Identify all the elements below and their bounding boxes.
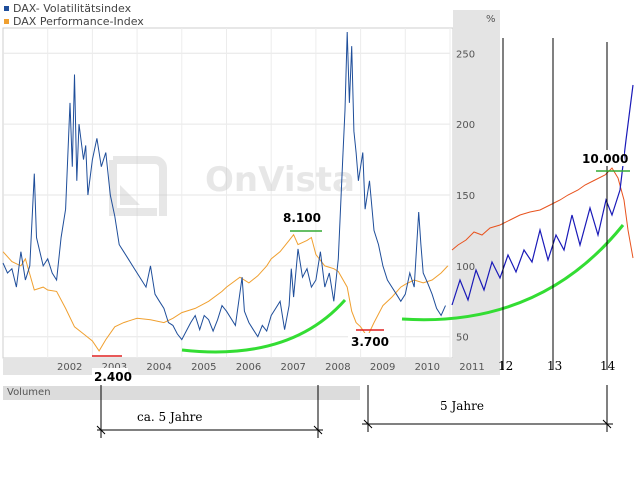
low-2003-label-bg xyxy=(92,368,128,384)
target-label-bg xyxy=(580,150,624,166)
extension-tick-14: 14 xyxy=(600,359,616,373)
low-2003-label: 2.400 xyxy=(94,370,132,384)
y-tick-label: 150 xyxy=(456,191,475,202)
x-tick-label: 2009 xyxy=(370,362,395,373)
x-tick-labels: 2002 2003 2004 2005 2006 2007 2008 2009 2010 2011 xyxy=(57,362,485,373)
legend-swatch-dax xyxy=(4,19,9,24)
low-2009-label: 3.700 xyxy=(351,335,389,349)
trend-arc-left xyxy=(181,299,347,354)
extension-tick-13: 13 xyxy=(547,359,562,373)
series-layer xyxy=(2,31,449,352)
x-tick-label: 2010 xyxy=(415,362,440,373)
y-tick-labels: 250 200 150 100 50 xyxy=(456,49,475,343)
gridlines xyxy=(3,28,451,358)
watermark-text: OnVista xyxy=(205,160,355,200)
span-right-bracket xyxy=(362,385,613,432)
y-tick-label: 50 xyxy=(456,333,469,344)
legend-label-vdax: DAX- Volatilitätsindex xyxy=(13,2,132,15)
x-tick-label: 2007 xyxy=(280,362,305,373)
series-line-dax xyxy=(2,233,449,352)
x-tick-label: 2006 xyxy=(236,362,261,373)
y-tick-label: 100 xyxy=(456,262,475,273)
extension-tick-12: 12 xyxy=(498,359,513,373)
x-tick-label: 2008 xyxy=(325,362,350,373)
x-tick-label: 2002 xyxy=(57,362,82,373)
span-right-label: 5 Jahre xyxy=(440,399,484,413)
volume-label: Volumen xyxy=(7,387,51,398)
target-label: 10.000 xyxy=(582,152,628,166)
legend: DAX- Volatilitätsindex DAX Performance-I… xyxy=(4,2,144,28)
watermark: OnVista xyxy=(109,156,355,216)
trend-arc-right xyxy=(401,224,625,322)
x-tick-label: 2011 xyxy=(459,362,484,373)
legend-item-dax: DAX Performance-Index xyxy=(4,15,144,28)
y-tick-label: 250 xyxy=(456,49,475,60)
series-line-vdax xyxy=(2,31,446,341)
y-tick-label: 200 xyxy=(456,120,475,131)
x-tick-label: 2003 xyxy=(102,362,127,373)
span-right-label-bg xyxy=(360,382,620,402)
legend-item-vdax: DAX- Volatilitätsindex xyxy=(4,2,144,15)
high-2007-label: 8.100 xyxy=(283,211,321,225)
low-2009-label-bg xyxy=(348,333,390,349)
legend-swatch-vdax xyxy=(4,6,9,11)
x-tick-label: 2005 xyxy=(191,362,216,373)
span-left-label: ca. 5 Jahre xyxy=(137,410,202,424)
plot-area xyxy=(2,27,454,359)
legend-label-dax: DAX Performance-Index xyxy=(13,15,144,28)
span-left-bracket xyxy=(96,385,323,438)
y-axis-unit: % xyxy=(486,14,496,25)
x-tick-label: 2004 xyxy=(146,362,171,373)
